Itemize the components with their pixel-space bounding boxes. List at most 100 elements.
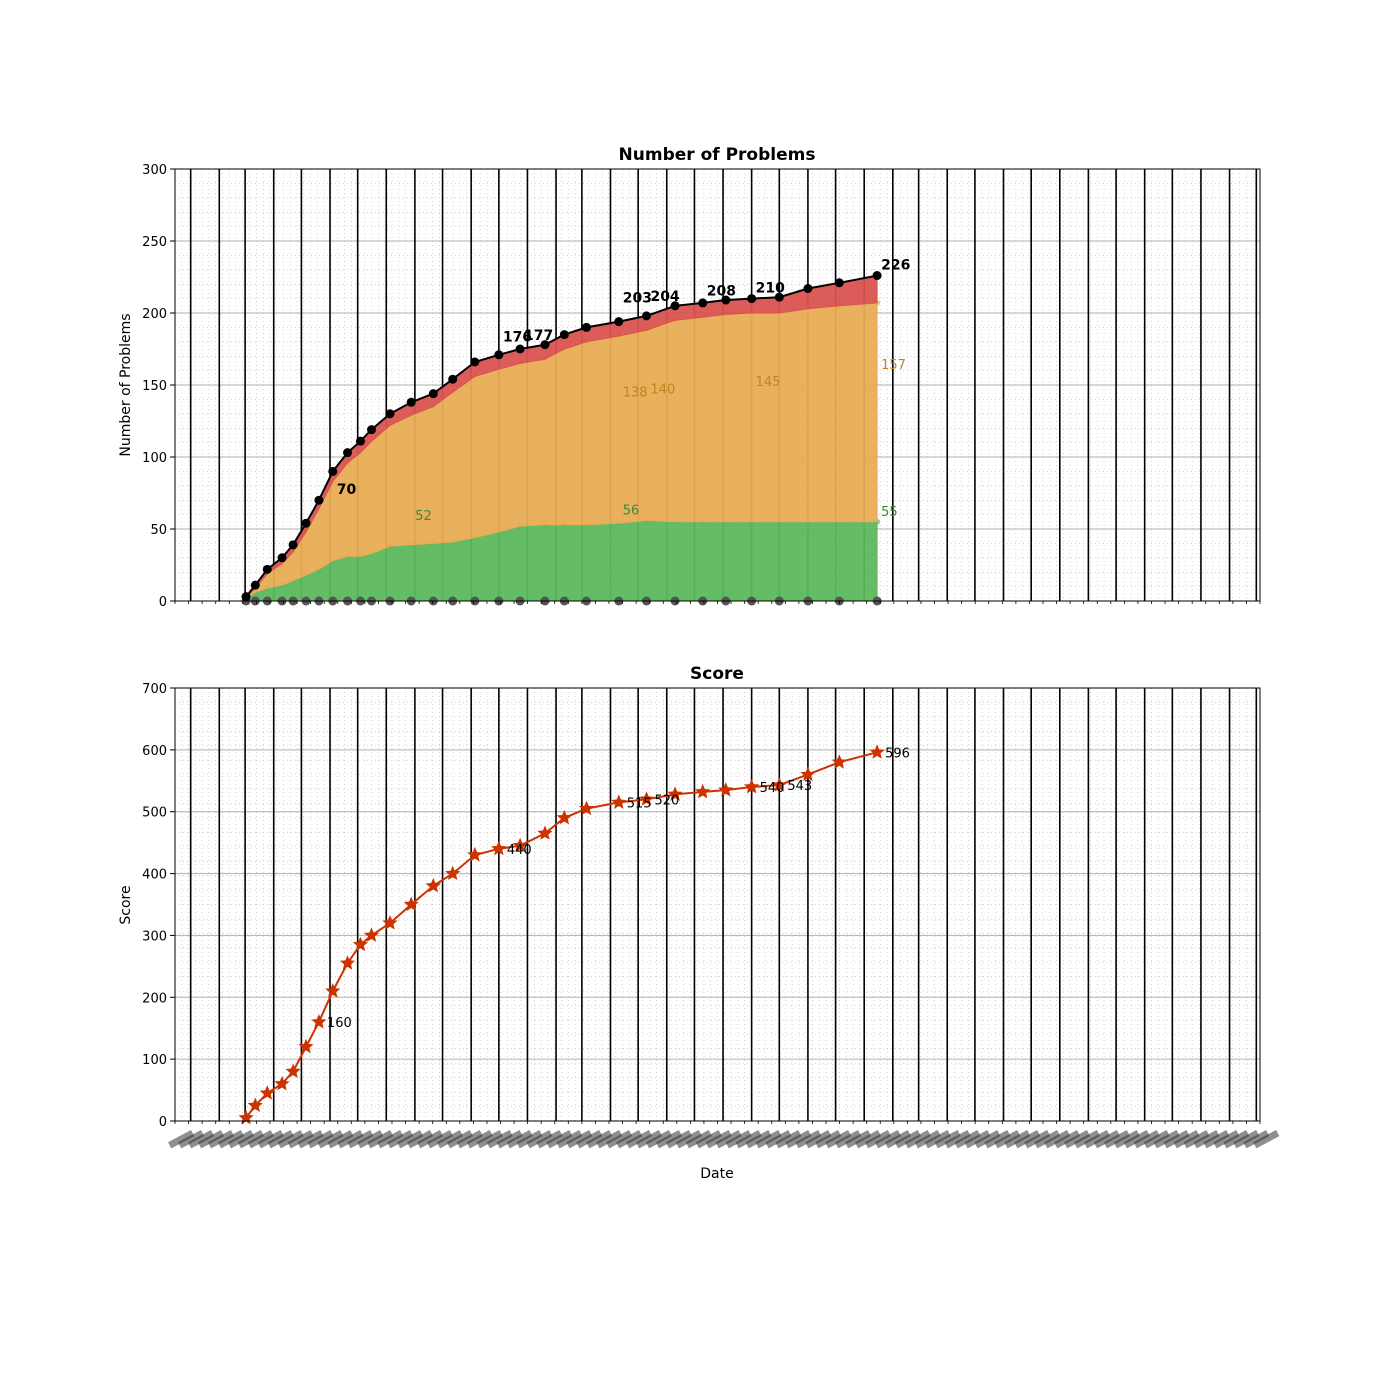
score-value-label: 515 [627,796,652,811]
problems-y-ticks: 0 50 100 150 200 250 300 [142,163,175,610]
score-chart: 515 520 540 596 543 440 160 0 100 200 300 400 500 60… [118,664,1280,1182]
score-point-star [667,786,683,801]
x-tick-label-mark [327,1130,354,1149]
x-tick-label-mark [914,1130,941,1149]
score-point-star [744,779,760,794]
score-point-star [425,877,441,893]
score-month-lines [189,688,1258,1121]
score-y-axis-label: Score [118,885,134,924]
score-plot-frame [174,687,1261,1122]
score-point-star [352,936,369,952]
x-tick-label-mark [1053,1130,1081,1149]
x-tick-label-mark [645,1130,673,1149]
x-tick-label-mark [287,1130,314,1149]
x-tick-label-mark [476,1130,503,1149]
problems-value-label: 52 [415,509,432,524]
x-tick-label-mark [516,1130,543,1149]
x-tick-label-mark [367,1130,394,1149]
score-point-star [311,1014,327,1029]
x-tick-label-mark [536,1130,563,1149]
score-point-star [467,847,483,862]
x-tick-label-mark [1153,1130,1180,1149]
x-tick-label-mark [1203,1130,1230,1149]
problems-plot-frame [174,168,1261,602]
score-value-label: 543 [787,779,812,794]
x-tick-label-mark [894,1130,921,1149]
x-tick-label-mark [1083,1130,1111,1149]
problems-value-label: 226 [881,258,910,274]
x-tick-label-mark [317,1130,344,1149]
problems-value-label: 157 [881,358,906,373]
score-point-star [491,840,507,856]
x-tick-label-mark [1243,1130,1270,1149]
x-tick-label-mark [466,1130,493,1149]
x-tick-label-mark [486,1130,513,1149]
score-value-label: 160 [327,1016,352,1031]
total-problems-point [241,592,251,602]
problems-value-label: 145 [756,375,781,390]
x-tick-label-mark [546,1130,573,1149]
x-tick-label-mark [625,1130,653,1149]
y-tick-label: 0 [159,1115,167,1130]
x-tick-label-mark [705,1130,732,1149]
total-problems-point [834,278,844,288]
x-tick-label-mark [884,1130,912,1149]
x-tick-label-mark [496,1130,523,1149]
score-point-star [285,1063,301,1078]
score-point-star [695,783,711,799]
total-problems-point [774,292,784,302]
score-point-star [339,955,356,970]
problems-value-label: 210 [756,281,785,297]
score-point-star [363,927,380,942]
x-tick-label-mark [1093,1130,1121,1149]
x-tick-label-mark [1024,1130,1051,1149]
x-tick-label-mark [1143,1130,1170,1149]
x-tick-label-mark [874,1130,902,1149]
y-tick-label: 200 [142,991,167,1006]
problems-value-label: 55 [881,505,898,520]
x-tick-label-mark [1223,1130,1250,1149]
x-tick-label-mark [1113,1130,1140,1149]
x-tick-label-mark [1213,1130,1240,1149]
y-tick-label: 250 [142,235,167,250]
total-problems-point [803,284,813,294]
x-tick-label-mark [217,1130,245,1149]
x-tick-label-mark [1073,1130,1101,1149]
total-problems-point [301,518,311,528]
x-tick-label-mark [1123,1130,1150,1149]
score-point-star [718,782,734,797]
y-tick-label: 300 [142,163,167,178]
x-tick-label-mark [745,1130,772,1149]
x-tick-label-mark [426,1130,454,1149]
x-tick-label-mark [506,1129,533,1149]
y-tick-label: 500 [142,806,167,821]
x-tick-label-mark [685,1130,712,1149]
x-axis-label: Date [700,1166,733,1182]
x-tick-label-mark [1103,1130,1131,1149]
x-tick-label-mark [576,1130,603,1149]
x-tick-label-mark [974,1130,1001,1149]
score-point-star [771,777,787,792]
score-point-star [445,865,461,880]
problems-area-layers [241,272,882,606]
total-problems-point [314,495,324,505]
y-tick-label: 100 [142,451,167,466]
total-problems-point [670,301,680,311]
x-tick-label-mark [227,1130,255,1149]
x-tick-label-mark [596,1130,623,1149]
x-tick-label-mark [297,1130,324,1149]
x-tick-label-mark [775,1130,802,1149]
problems-value-label: 138 [623,385,648,400]
x-tick-label-mark [247,1129,274,1149]
x-tick-label-mark [377,1130,404,1149]
x-tick-label-mark [964,1130,991,1149]
x-tick-label-mark [994,1130,1021,1149]
score-point-star [403,896,419,911]
x-tick-label-mark [1133,1130,1160,1149]
y-tick-label: 100 [142,1053,167,1068]
x-tick-label-mark [357,1130,384,1149]
x-tick-label-mark [207,1130,235,1149]
x-tick-label-mark [197,1130,225,1149]
total-problems-point [581,322,591,332]
